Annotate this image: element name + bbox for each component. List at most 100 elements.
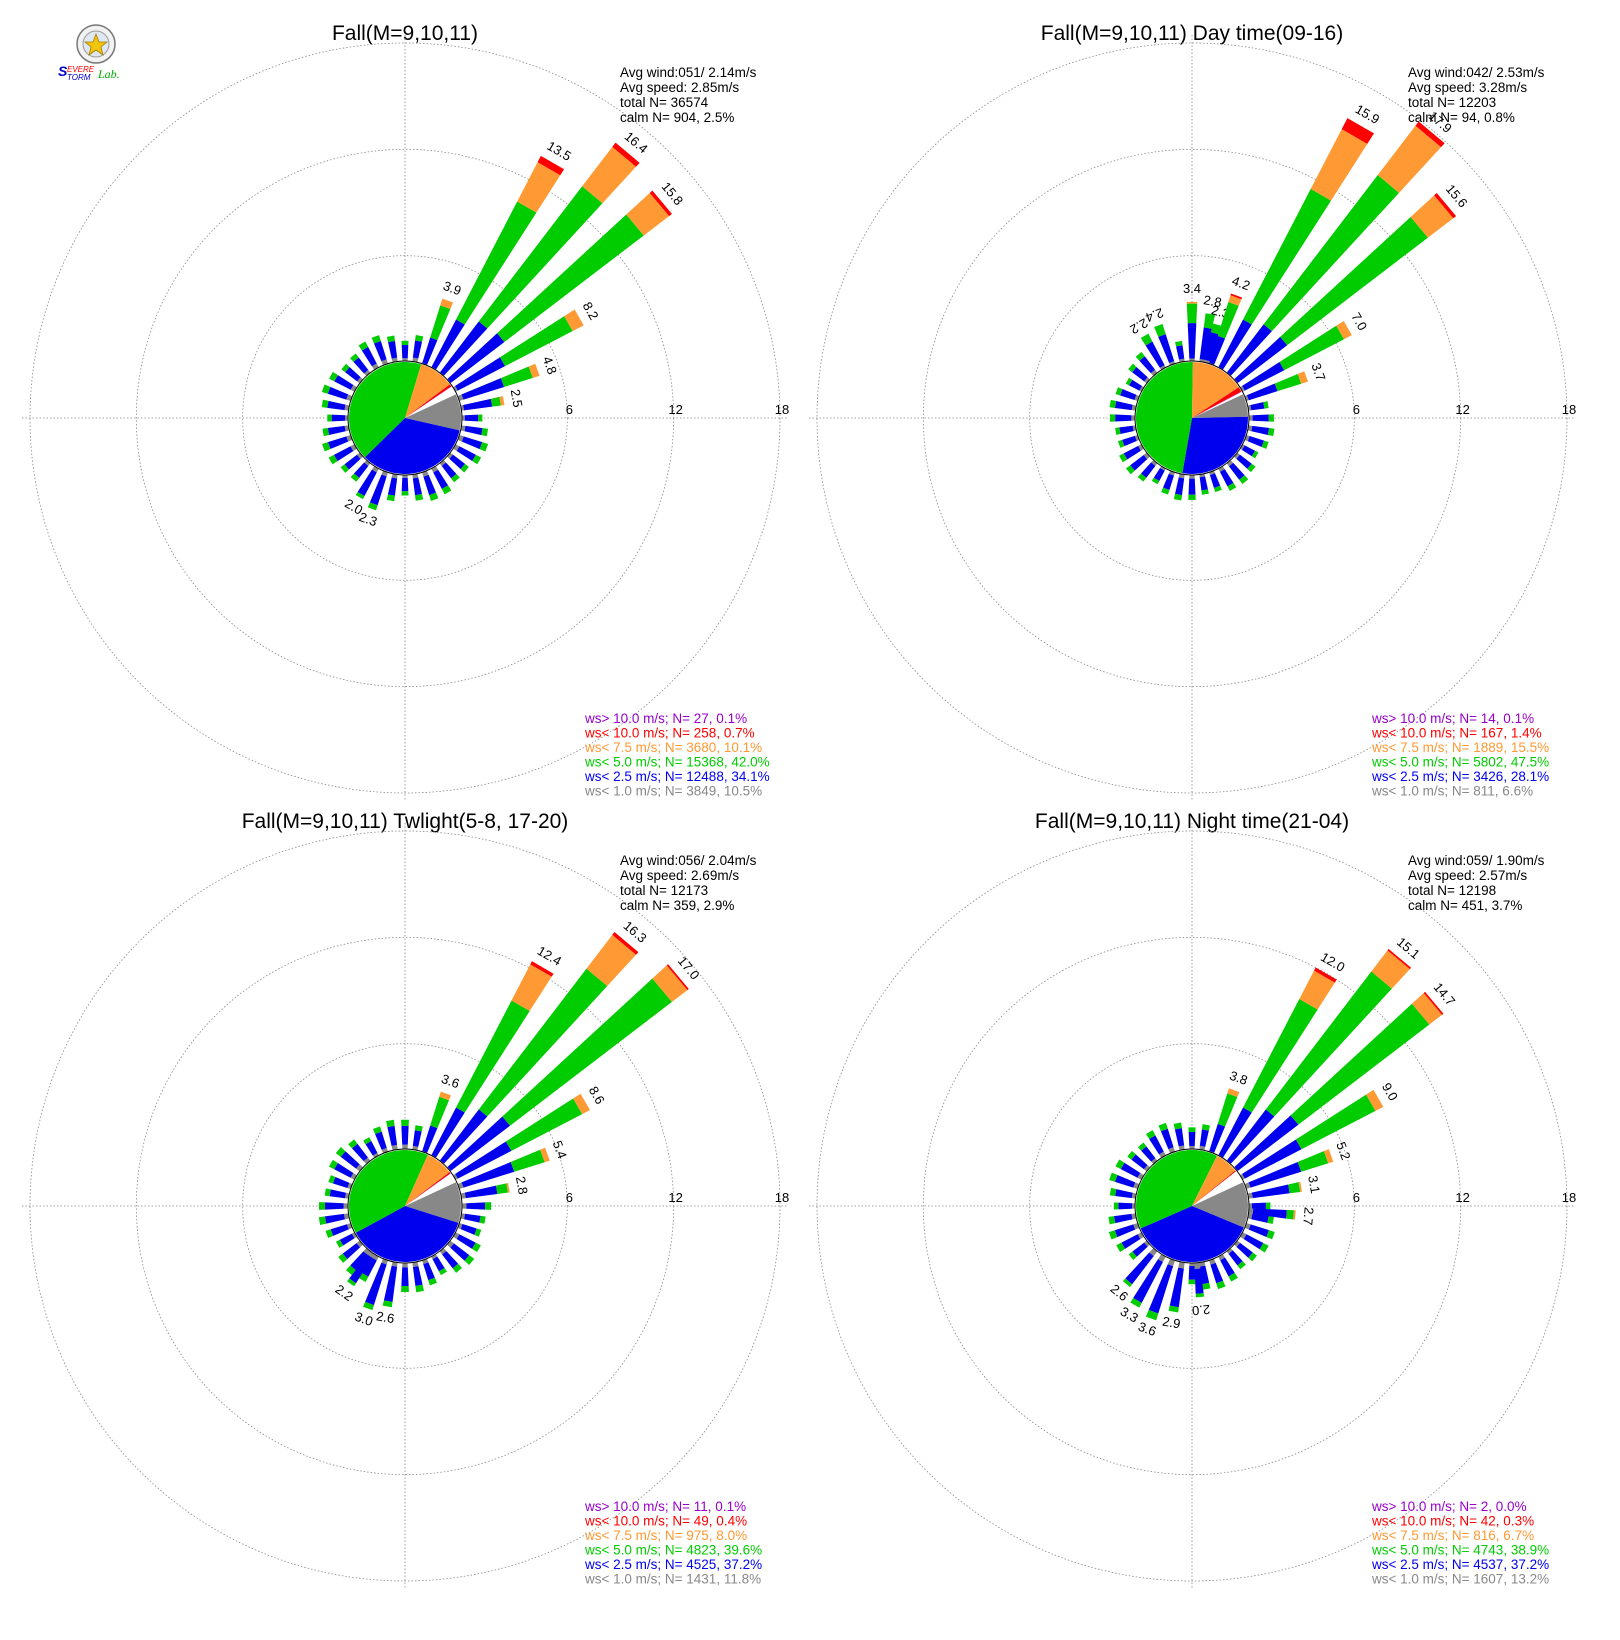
bar-segment — [363, 1301, 374, 1311]
bar-segment — [1125, 1252, 1154, 1285]
bar-segment — [1237, 1261, 1246, 1270]
bar-segment — [1299, 970, 1335, 1010]
bar-segment — [505, 1098, 583, 1151]
bar-segment — [322, 428, 330, 437]
bar-segment — [1230, 293, 1243, 300]
legend-entry: ws< 10.0 m/s; N= 49, 0.4% — [584, 1514, 747, 1529]
bar-segment — [582, 146, 637, 204]
bar-segment — [1233, 452, 1240, 459]
bar-segment — [500, 366, 533, 387]
bar-segment — [1109, 399, 1117, 408]
pie-slice — [1192, 1182, 1248, 1228]
ring-6 — [242, 1043, 568, 1369]
bar-segment — [1123, 445, 1141, 460]
legend-entry: ws< 1.0 m/s; N= 811, 6.6% — [1371, 784, 1533, 799]
bar-segment — [386, 335, 395, 343]
bar-segment — [1145, 1310, 1159, 1321]
stats-line: calm N= 451, 3.7% — [1408, 898, 1522, 913]
bar-segment — [452, 1263, 462, 1273]
bar-segment — [1410, 195, 1454, 238]
bar-label: 3.7 — [1308, 361, 1328, 383]
bar-segment — [456, 1234, 476, 1249]
bar-segment — [1115, 427, 1121, 435]
legend-entry: ws< 7.5 m/s; N= 1889, 15.5% — [1371, 740, 1549, 755]
bar-segment — [440, 1109, 488, 1164]
bar-segment — [1251, 1184, 1290, 1199]
bar-segment — [365, 1140, 378, 1156]
bar-segment — [586, 934, 637, 987]
bar-segment — [431, 319, 465, 370]
bar-segment — [1116, 1242, 1126, 1252]
ring-label: 6 — [566, 1190, 573, 1205]
bar-segment — [1336, 320, 1352, 340]
legend-entry: ws< 10.0 m/s; N= 167, 1.4% — [1371, 726, 1542, 741]
pie-slice — [405, 1182, 462, 1223]
bar-segment — [329, 1189, 346, 1199]
stats-line: Avg wind:051/ 2.14m/s — [620, 65, 757, 80]
bar-segment — [1151, 1158, 1158, 1165]
bar-segment — [1169, 1267, 1184, 1308]
bar-segment — [1120, 389, 1137, 400]
ring-6 — [242, 255, 568, 581]
bar-segment — [1314, 967, 1337, 983]
bar-segment — [423, 1262, 435, 1281]
bar-segment — [362, 1257, 377, 1277]
bar-segment — [375, 1131, 387, 1150]
bar-segment — [1145, 1130, 1156, 1139]
bar-segment — [321, 399, 329, 408]
bar-segment — [479, 1215, 486, 1224]
stats-line: calm N= 94, 0.8% — [1408, 110, 1515, 125]
bar-segment — [478, 186, 603, 329]
bar-segment — [388, 340, 398, 359]
ring-6 — [1029, 1043, 1355, 1369]
bar-label: 12.0 — [1318, 949, 1347, 975]
bar-segment — [1209, 1123, 1226, 1153]
bar-label: 3.4 — [1183, 281, 1201, 296]
ring-12 — [135, 148, 675, 688]
bar-segment — [350, 1251, 368, 1271]
bar-segment — [1115, 1189, 1133, 1199]
bar-segment — [626, 192, 670, 236]
bar-segment — [464, 414, 479, 422]
bar-segment — [1173, 1122, 1182, 1130]
bar-segment — [1141, 462, 1156, 478]
bar-segment — [372, 1152, 380, 1159]
bar-segment — [1109, 1187, 1117, 1197]
panel-title: Fall(M=9,10,11) Night time(21-04) — [1035, 810, 1349, 833]
stats-line: calm N= 359, 2.9% — [620, 898, 734, 913]
bar-segment — [1109, 1172, 1118, 1182]
ring-18 — [816, 42, 1568, 794]
bar-segment — [1186, 301, 1198, 304]
bar-segment — [1133, 1259, 1163, 1303]
bar-segment — [372, 1126, 382, 1135]
pie-slice — [355, 1206, 459, 1263]
bar-segment — [463, 398, 493, 411]
legend-entry: ws> 10.0 m/s; N= 27, 0.1% — [584, 711, 747, 726]
bar-segment — [329, 371, 338, 382]
pie-slice — [1192, 362, 1239, 418]
bar-segment — [1122, 1278, 1133, 1288]
bar-segment — [464, 1213, 481, 1223]
bar-segment — [537, 155, 565, 176]
legend-entry: ws< 5.0 m/s; N= 5802, 47.5% — [1371, 755, 1549, 770]
bar-segment — [442, 1250, 459, 1269]
bar-segment — [1199, 327, 1212, 360]
bar-segment — [440, 298, 454, 310]
bar-segment — [319, 1202, 326, 1210]
bar-segment — [1120, 1162, 1141, 1178]
legend-entry: ws< 1.0 m/s; N= 3849, 10.5% — [584, 784, 762, 799]
bar-segment — [355, 492, 365, 500]
bar-segment — [335, 1147, 346, 1157]
bar-segment — [358, 1273, 369, 1282]
bar-segment — [466, 1202, 486, 1210]
bar-segment — [1186, 303, 1198, 324]
windrose-panel-3: Fall(M=9,10,11) Twlight(5-8, 17-20) 6 12 18… — [22, 810, 789, 1589]
bar-segment — [495, 1183, 508, 1194]
bar-segment — [1195, 1293, 1205, 1298]
pie-slice — [1192, 1155, 1236, 1206]
bar-segment — [361, 346, 377, 367]
bar-segment — [1194, 1261, 1201, 1270]
bar-segment — [432, 1256, 445, 1272]
bar-segment — [497, 214, 644, 343]
bar-segment — [387, 477, 398, 496]
